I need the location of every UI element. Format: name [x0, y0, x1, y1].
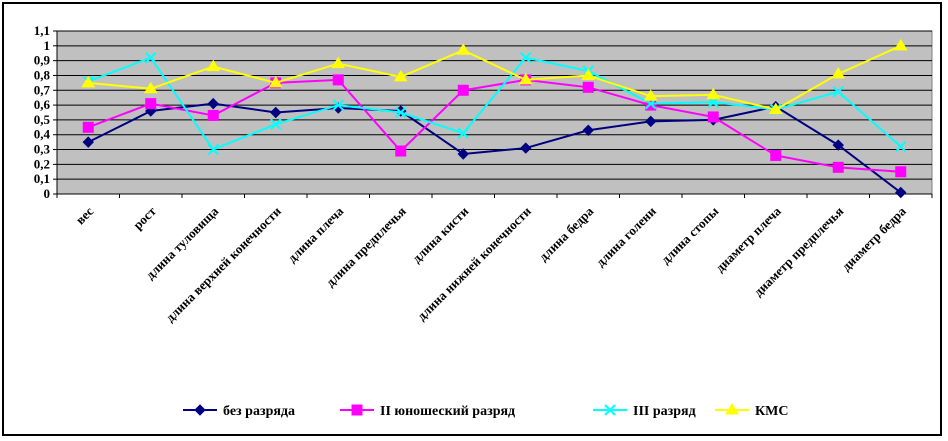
data-point: [832, 139, 844, 151]
data-point: [268, 75, 283, 88]
legend-marker: [725, 403, 739, 415]
x-tick-label: длина стопы: [658, 204, 721, 267]
data-point: [707, 111, 719, 123]
y-tick-label: 0,2: [34, 156, 50, 171]
x-tick-label: длина бедра: [536, 203, 597, 264]
x-tick-label: рост: [130, 203, 159, 232]
y-tick-label: 0,3: [34, 142, 51, 157]
data-point: [520, 142, 532, 154]
data-point: [393, 69, 408, 82]
data-point: [768, 102, 783, 115]
y-tick-label: 0,5: [34, 112, 51, 127]
data-point: [895, 140, 907, 153]
y-tick-label: 0,1: [34, 171, 50, 186]
legend-label: III разряд: [633, 404, 696, 419]
data-point: [81, 75, 96, 88]
data-point: [395, 145, 407, 157]
data-point: [207, 143, 219, 156]
y-tick-label: 1,1: [34, 23, 50, 38]
y-tick-label: 0,9: [34, 53, 51, 68]
legend-marker-stroke: [604, 404, 616, 416]
data-point: [893, 38, 908, 51]
data-point: [270, 118, 282, 131]
data-point: [582, 81, 594, 93]
y-tick-label: 0: [44, 186, 51, 201]
data-point: [831, 67, 846, 79]
data-point-stroke: [207, 143, 219, 156]
data-point: [207, 109, 219, 121]
x-tick-label: диаметр плеча: [712, 203, 784, 275]
data-point: [206, 59, 221, 72]
series-line: [88, 44, 902, 111]
data-point-stroke: [270, 118, 282, 131]
series-line: [87, 56, 902, 151]
data-point: [332, 99, 344, 111]
data-point: [145, 51, 157, 64]
data-point: [143, 81, 158, 94]
data-point: [457, 148, 469, 160]
data-point: [895, 186, 907, 199]
data-point-stroke: [457, 127, 469, 139]
data-point: [645, 115, 657, 128]
data-point: [456, 43, 471, 55]
x-tick-label: длина голени: [593, 203, 660, 270]
legend-entry: без разряда: [183, 404, 295, 419]
data-point: [145, 98, 157, 110]
data-point: [270, 106, 282, 119]
data-point: [457, 127, 469, 139]
y-tick-label: 1: [44, 38, 51, 53]
x-tick-label: длина верхней конечности: [162, 203, 284, 325]
data-point: [82, 136, 94, 148]
legend-label: II юношеский разряд: [380, 404, 515, 419]
series-line: [87, 78, 901, 173]
y-tick-label: 0,8: [34, 67, 51, 82]
y-tick-label: 0,4: [34, 127, 51, 142]
data-point: [457, 84, 469, 96]
legend-marker: [351, 404, 363, 416]
data-point: [395, 106, 407, 119]
data-point-stroke: [832, 86, 844, 98]
x-tick-label: длина кисти: [409, 203, 472, 266]
legend-entry: III разряд: [593, 404, 696, 419]
series-4: [81, 38, 908, 115]
x-tick-label: диаметр бедра: [839, 203, 910, 274]
data-point-stroke: [332, 99, 344, 111]
data-point: [82, 121, 94, 133]
data-point: [770, 149, 782, 161]
x-tick-label: вес: [73, 203, 97, 227]
data-point: [706, 87, 721, 100]
data-point: [520, 51, 532, 64]
data-point: [643, 89, 658, 101]
legend-label: без разряда: [223, 404, 295, 419]
data-point-stroke: [520, 51, 532, 64]
legend-label: КМС: [755, 404, 788, 419]
data-point: [332, 74, 344, 86]
data-point: [582, 124, 594, 136]
data-point: [331, 56, 346, 69]
data-point-stroke: [395, 106, 407, 119]
data-point: [207, 97, 219, 110]
x-tick-label: длина плеча: [284, 203, 346, 265]
x-tick-label: длина нижней конечности: [414, 203, 534, 323]
legend-entry: КМС: [715, 403, 788, 419]
data-point: [832, 86, 844, 98]
y-tick-label: 0,7: [34, 82, 51, 97]
legend-marker: [604, 404, 616, 416]
data-point: [832, 161, 844, 173]
y-tick-label: 0,6: [34, 97, 51, 112]
legend-marker: [194, 404, 206, 416]
data-point-stroke: [895, 140, 907, 153]
data-point: [518, 72, 533, 85]
data-point: [895, 166, 907, 178]
data-point-stroke: [145, 51, 157, 64]
legend-entry: II юношеский разряд: [340, 404, 515, 419]
data-point: [581, 68, 596, 80]
